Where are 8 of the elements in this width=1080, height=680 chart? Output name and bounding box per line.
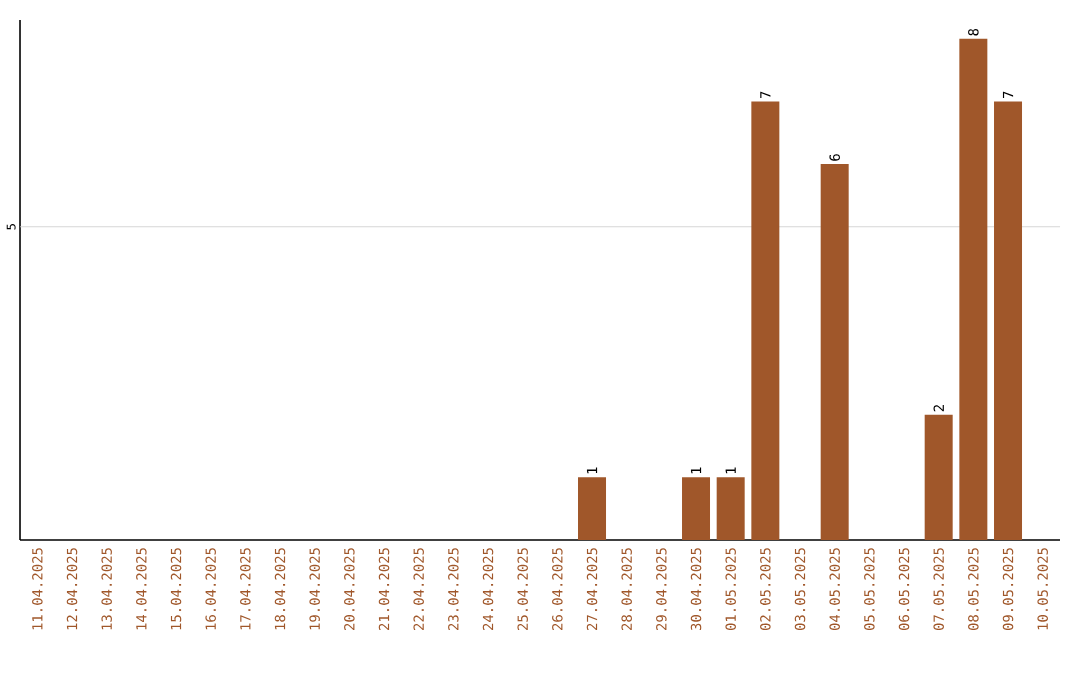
bar (820, 164, 849, 540)
bar (716, 477, 745, 540)
bar (994, 101, 1023, 540)
bar (682, 477, 711, 540)
bar (751, 101, 780, 540)
bar (959, 38, 988, 540)
bar (578, 477, 607, 540)
bar (924, 414, 953, 540)
